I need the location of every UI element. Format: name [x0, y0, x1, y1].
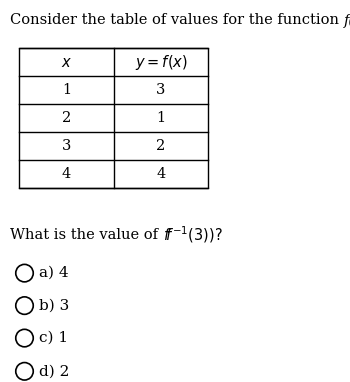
Text: 4: 4	[156, 167, 166, 181]
Text: d) 2: d) 2	[38, 364, 69, 378]
Text: 1: 1	[156, 111, 166, 125]
Text: a) 4: a) 4	[38, 266, 68, 280]
Text: 2: 2	[62, 111, 71, 125]
Text: 4: 4	[62, 167, 71, 181]
Text: $y = f(x)$: $y = f(x)$	[134, 53, 188, 71]
Text: $f\!f^{-1}(3))$?: $f\!f^{-1}(3))$?	[163, 225, 223, 245]
Text: $x$: $x$	[61, 55, 72, 70]
Text: f(x).: f(x).	[344, 13, 350, 28]
Text: 1: 1	[62, 83, 71, 97]
Text: 2: 2	[156, 139, 166, 153]
Text: b) 3: b) 3	[38, 299, 69, 312]
Text: 3: 3	[156, 83, 166, 97]
Text: c) 1: c) 1	[38, 331, 68, 345]
Text: What is the value of: What is the value of	[10, 228, 163, 242]
Text: Consider the table of values for the function: Consider the table of values for the fun…	[10, 13, 344, 28]
Text: 3: 3	[62, 139, 71, 153]
Bar	[19, 48, 208, 188]
